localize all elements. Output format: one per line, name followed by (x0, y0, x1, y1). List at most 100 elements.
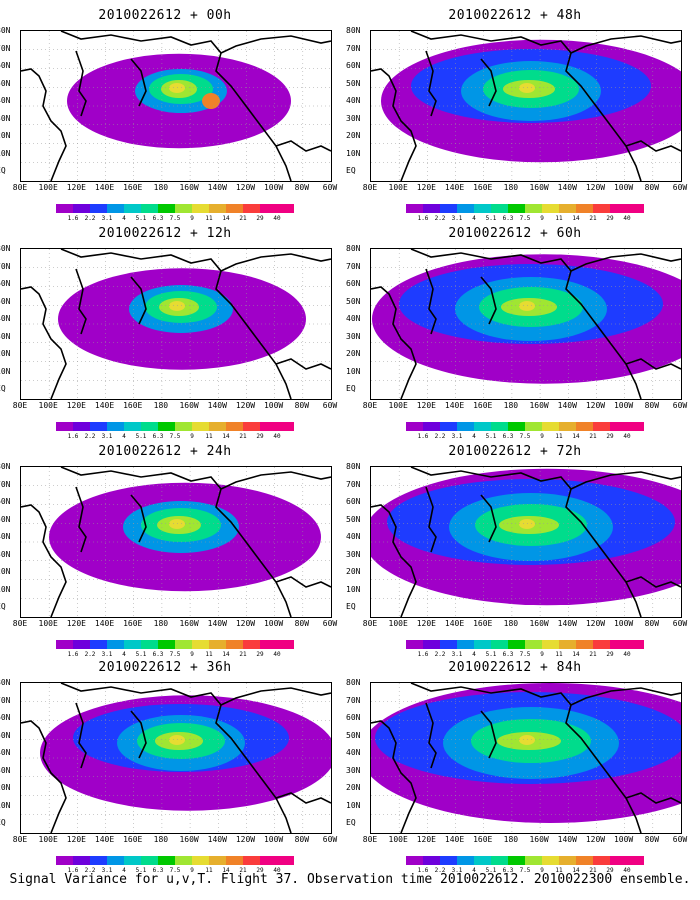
panel-title: 2010022612 + 72h (448, 444, 582, 459)
colorbar-swatch (73, 204, 90, 213)
colorbar-swatch (559, 422, 576, 431)
colorbar-swatch (457, 422, 474, 431)
colorbar-label: 4 (122, 215, 126, 222)
lat-label: 20N (346, 783, 361, 792)
lat-label: 60N (0, 713, 11, 722)
colorbar-swatch (423, 856, 440, 865)
lat-label: 10N (0, 800, 11, 810)
lat-label: 70N (0, 43, 11, 53)
lon-label: 80E (362, 619, 378, 628)
colorbar-label: 5.1 (135, 651, 147, 658)
map-panel-p72: 2010022612 + 72h 80N 70N 60N 50N 40N 30N 20N 10N… (346, 444, 687, 658)
colorbar-label: 7.5 (519, 215, 531, 222)
lat-label: 60N (346, 497, 361, 506)
lat-label: EQ (0, 384, 6, 393)
colorbar-swatch (627, 640, 644, 649)
map-panel-p84: 2010022612 + 84h 80N 70N 60N 50N 40N 30N 20N 10N… (346, 660, 687, 874)
lon-label: 120E (66, 183, 86, 192)
colorbar (406, 640, 644, 649)
lon-label: 180 (153, 835, 169, 844)
colorbar-swatch (124, 640, 141, 649)
lat-label: 40N (0, 314, 11, 323)
lat-label: 30N (346, 765, 361, 775)
colorbar-swatch (90, 422, 107, 431)
colorbar (56, 856, 294, 865)
colorbar-label: 21 (239, 651, 247, 658)
colorbar-swatch (610, 640, 627, 649)
lon-label: 160E (123, 401, 143, 410)
lat-label: 80N (0, 26, 11, 35)
colorbar-swatch (124, 204, 141, 213)
lon-label: 60W (322, 619, 338, 628)
coastline (275, 576, 331, 588)
lon-label: 80E (12, 619, 28, 628)
lat-label: EQ (346, 602, 356, 611)
lon-label: 140W (207, 401, 227, 410)
colorbar-label: 14 (572, 215, 580, 222)
lon-label: 140E (444, 619, 465, 628)
lon-label: 140E (444, 401, 465, 410)
lat-label: 20N (346, 131, 361, 140)
contour-svg (21, 249, 331, 399)
lat-label: EQ (346, 818, 356, 827)
lat-label: 50N (346, 514, 361, 524)
colorbar-label: 21 (239, 215, 247, 222)
lon-label: 120E (416, 835, 436, 844)
colorbar-label: 11 (555, 215, 563, 222)
panel-title: 2010022612 + 12h (98, 226, 232, 241)
colorbar-swatch (525, 640, 542, 649)
colorbar-label: 40 (623, 433, 631, 440)
lat-label: 40N (346, 96, 361, 105)
colorbar-label: 29 (606, 433, 614, 440)
colorbar-swatch (423, 640, 440, 649)
lon-label: 160W (529, 401, 549, 410)
colorbar-swatch (542, 422, 559, 431)
lon-label: 60W (672, 619, 688, 628)
colorbar-swatch (73, 640, 90, 649)
lon-label: 160W (529, 835, 549, 844)
colorbar-swatch (124, 856, 141, 865)
lat-label: 60N (346, 279, 361, 288)
colorbar-label: 9 (190, 651, 194, 658)
colorbar-label: 1.6 (67, 215, 79, 222)
lat-label: 50N (346, 78, 361, 88)
colorbar-swatch (260, 422, 277, 431)
lat-label: 30N (346, 331, 361, 341)
lat-label: EQ (0, 166, 6, 175)
colorbar-swatch (158, 856, 175, 865)
variance-map (20, 30, 332, 182)
colorbar-swatch (192, 204, 209, 213)
lon-label: 120W (585, 401, 606, 410)
lon-label: 60W (322, 401, 338, 410)
lon-label: 160E (473, 401, 493, 410)
colorbar-swatch (209, 640, 226, 649)
lon-label: 80W (644, 619, 660, 628)
colorbar-label: 3.1 (451, 651, 463, 658)
coastline (21, 286, 67, 399)
lon-label: 120W (585, 835, 606, 844)
colorbar-swatch (491, 856, 508, 865)
colorbar-label: 21 (589, 651, 597, 658)
variance-field-yellow (519, 301, 535, 311)
colorbar-swatch (508, 422, 525, 431)
lat-label: 10N (346, 584, 361, 594)
colorbar-label: 5.1 (485, 867, 497, 874)
lon-label: 80W (294, 401, 310, 410)
colorbar-swatch (226, 204, 243, 213)
lon-label: 100E (38, 183, 58, 192)
lon-label: 140W (207, 619, 227, 628)
colorbar-swatch (209, 422, 226, 431)
colorbar-swatch (508, 640, 525, 649)
colorbar-label: 1.6 (417, 433, 429, 440)
lat-label: 20N (0, 783, 11, 792)
colorbar-swatch (192, 856, 209, 865)
lon-label: 140W (557, 619, 577, 628)
lon-label: 100W (613, 401, 634, 410)
colorbar-swatch (56, 204, 73, 213)
lat-label: 70N (0, 261, 11, 271)
colorbar-label: 29 (256, 867, 264, 874)
lon-label: 140W (207, 835, 227, 844)
lon-label: 60W (672, 835, 688, 844)
coastline (570, 687, 681, 706)
colorbar-label: 4 (472, 433, 476, 440)
